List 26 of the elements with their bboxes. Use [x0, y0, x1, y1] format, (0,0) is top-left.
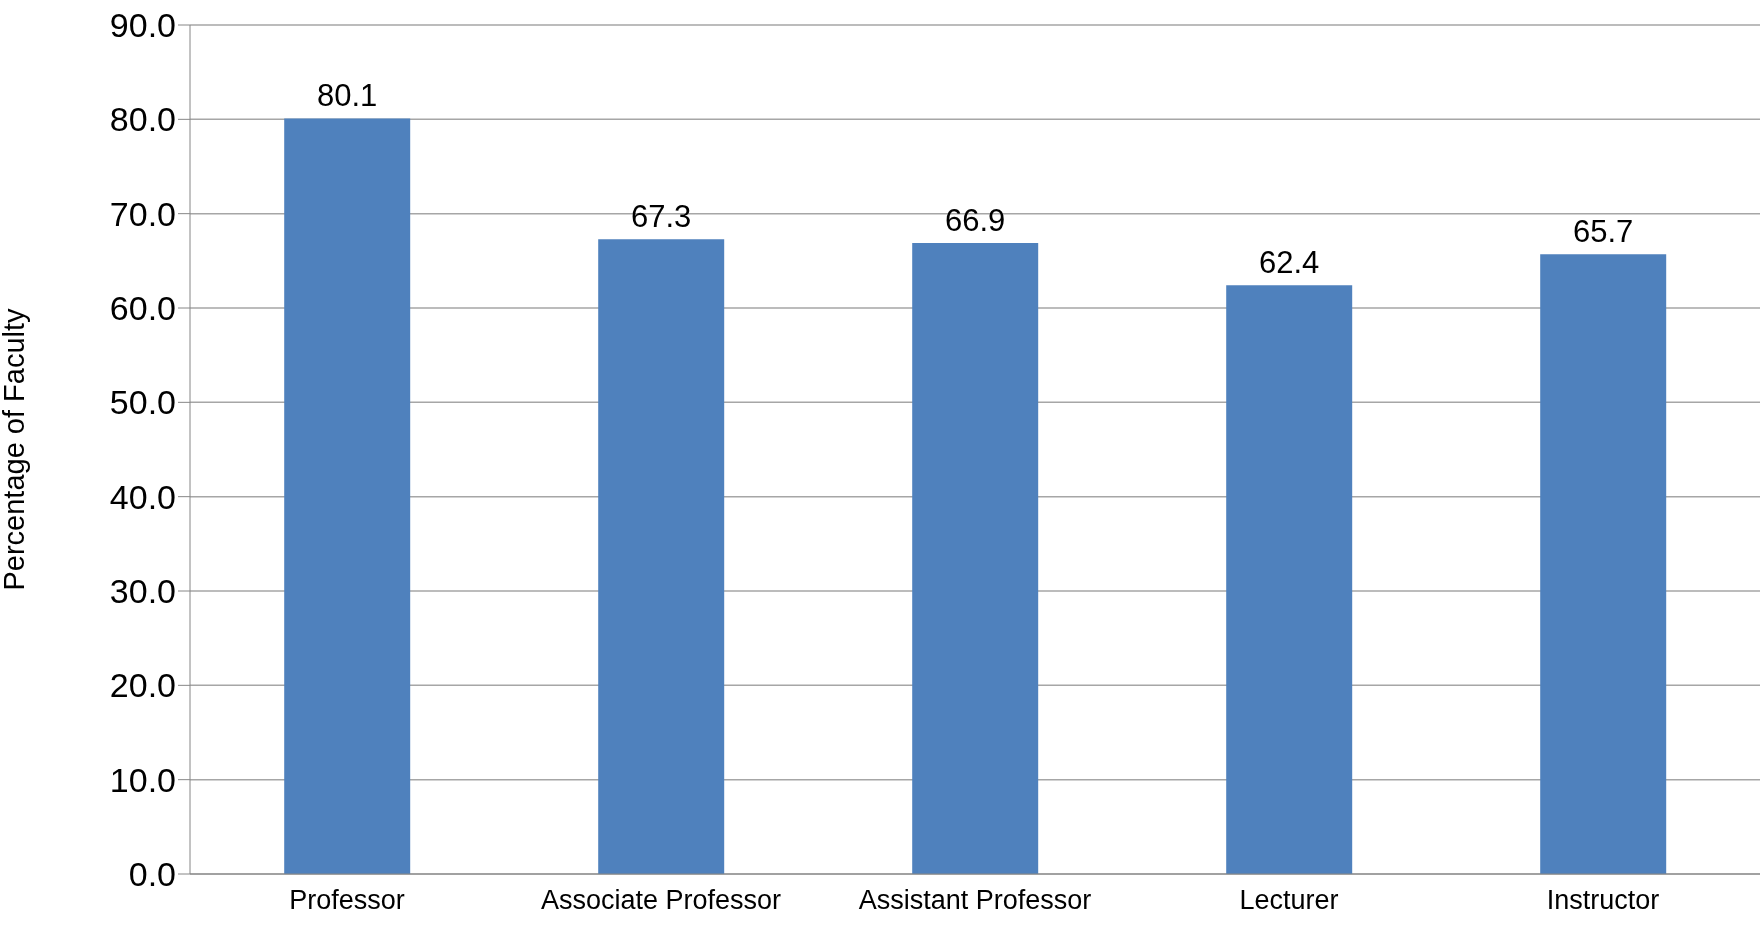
- data-label: 65.7: [1573, 214, 1634, 250]
- bar: [598, 239, 725, 874]
- y-tick-label: 30.0: [109, 572, 176, 611]
- x-tick-label: Associate Professor: [540, 885, 782, 916]
- data-label: 80.1: [317, 78, 378, 114]
- x-tick-label: Instructor: [1546, 885, 1660, 916]
- x-tick-label: Lecturer: [1239, 885, 1339, 916]
- data-label: 66.9: [945, 202, 1006, 238]
- y-tick-label: 10.0: [109, 760, 176, 799]
- x-tick-label: Assistant Professor: [858, 885, 1092, 916]
- x-tick-label: Professor: [289, 885, 405, 916]
- y-tick-label: 20.0: [109, 666, 176, 705]
- bar: [1540, 254, 1667, 874]
- data-label: 67.3: [631, 199, 692, 235]
- y-tick-label: 90.0: [109, 6, 176, 45]
- y-tick-label: 50.0: [109, 383, 176, 422]
- y-tick-label: 60.0: [109, 289, 176, 328]
- bar: [284, 118, 411, 874]
- y-tick-label: 70.0: [109, 194, 176, 233]
- data-label: 62.4: [1259, 245, 1320, 281]
- bar: [912, 242, 1039, 874]
- y-tick-label: 40.0: [109, 477, 176, 516]
- y-tick-label: 0.0: [128, 855, 176, 894]
- y-axis-title: Percentage of Faculty: [0, 307, 31, 591]
- bar: [1226, 285, 1353, 874]
- y-tick-label: 80.0: [109, 100, 176, 139]
